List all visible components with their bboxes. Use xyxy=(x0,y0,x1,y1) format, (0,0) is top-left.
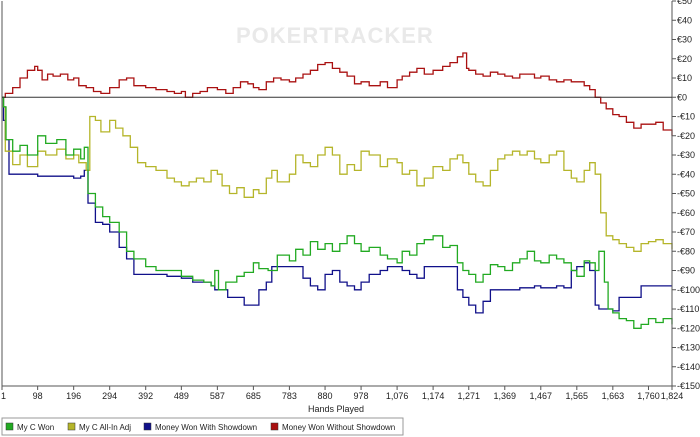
series-line-money-won-without-showdown xyxy=(2,52,673,136)
legend-label: Money Won With Showdown xyxy=(155,423,257,432)
x-tick-label: 1 xyxy=(1,391,6,401)
x-tick-label: 1,271 xyxy=(457,391,480,401)
x-tick-label: 587 xyxy=(210,391,225,401)
x-tick-label: 1,760 xyxy=(637,391,660,401)
legend-label: Money Won Without Showdown xyxy=(282,423,395,432)
y-tick-label: -€130 xyxy=(677,343,700,353)
y-tick-label: -€110 xyxy=(677,304,699,314)
y-tick-label: -€150 xyxy=(677,381,700,391)
legend-swatch xyxy=(5,422,14,431)
x-axis-ticks: 1 98 196 294 392 489 587 685 783 880 978 1,076 1,174… xyxy=(1,386,683,401)
y-tick-label: €30 xyxy=(677,35,692,45)
legend-item-money-won-with-showdown[interactable]: Money Won With Showdown xyxy=(143,422,257,432)
y-tick-label: -€10 xyxy=(677,112,695,122)
legend-swatch xyxy=(270,422,279,431)
y-tick-label: -€20 xyxy=(677,131,695,141)
legend-item-money-won-without-showdown[interactable]: Money Won Without Showdown xyxy=(270,422,395,432)
legend-swatch xyxy=(67,422,76,431)
legend: My C Won My C All-In Adj Money Won With Sh… xyxy=(1,417,404,436)
x-tick-label: 1,565 xyxy=(566,391,589,401)
y-tick-label: -€60 xyxy=(677,208,695,218)
legend-label: My C Won xyxy=(17,423,54,432)
x-tick-label: 1,663 xyxy=(602,391,625,401)
y-tick-label: €10 xyxy=(677,73,692,83)
series-line-my-c-won xyxy=(2,96,673,329)
plot-series xyxy=(2,52,673,329)
x-tick-label: 783 xyxy=(282,391,297,401)
y-tick-label: -€30 xyxy=(677,150,695,160)
y-tick-label: €50 xyxy=(677,0,692,6)
x-tick-label: 392 xyxy=(138,391,153,401)
watermark: POKERTRACKER xyxy=(236,23,434,48)
x-tick-label: 1,824 xyxy=(661,391,684,401)
y-tick-label: -€90 xyxy=(677,266,695,276)
legend-item-my-c-all-in-adj[interactable]: My C All-In Adj xyxy=(67,422,131,432)
x-tick-label: 685 xyxy=(246,391,261,401)
y-tick-label: €20 xyxy=(677,54,692,64)
x-tick-label: 1,467 xyxy=(530,391,553,401)
x-tick-label: 978 xyxy=(354,391,369,401)
y-tick-label: -€80 xyxy=(677,246,695,256)
y-tick-label: €40 xyxy=(677,15,692,25)
y-tick-label: -€40 xyxy=(677,169,695,179)
legend-label: My C All-In Adj xyxy=(79,423,131,432)
x-tick-label: 98 xyxy=(33,391,43,401)
x-tick-label: 489 xyxy=(174,391,189,401)
legend-swatch xyxy=(143,422,152,431)
x-axis-label: Hands Played xyxy=(308,404,364,414)
x-tick-label: 1,369 xyxy=(494,391,517,401)
x-tick-label: 294 xyxy=(102,391,117,401)
series-line-money-won-with-showdown xyxy=(2,96,672,314)
y-axis-ticks: €50 €40 €30 €20 €10 €0 -€10 -€20 -€30 -€40 -€50 -€6… xyxy=(672,0,700,391)
legend-item-my-c-won[interactable]: My C Won xyxy=(5,422,54,432)
legend-box xyxy=(1,417,404,436)
y-tick-label: -€120 xyxy=(677,323,700,333)
x-tick-label: 1,076 xyxy=(386,391,409,401)
x-tick-label: 880 xyxy=(318,391,333,401)
y-tick-label: €0 xyxy=(677,92,687,102)
y-tick-label: -€70 xyxy=(677,227,695,237)
x-tick-label: 1,174 xyxy=(422,391,445,401)
x-tick-label: 196 xyxy=(66,391,81,401)
y-tick-label: -€100 xyxy=(677,285,700,295)
series-line-my-c-all-in-adj xyxy=(2,96,673,252)
y-tick-label: -€50 xyxy=(677,189,695,199)
y-tick-label: -€140 xyxy=(677,362,700,372)
